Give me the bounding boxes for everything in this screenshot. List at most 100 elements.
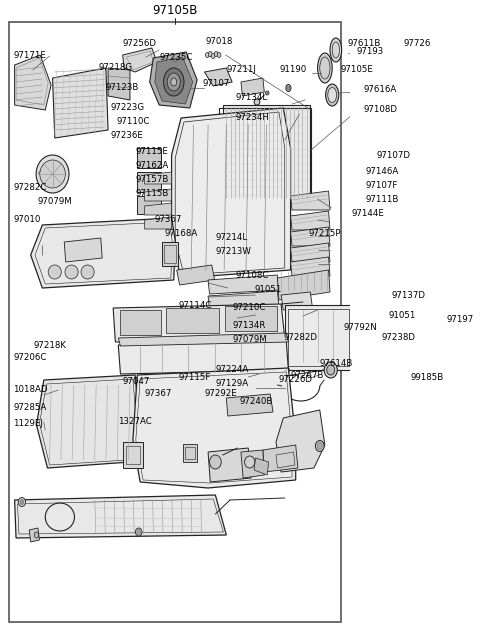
Ellipse shape (208, 51, 212, 56)
Text: 97171E: 97171E (13, 51, 46, 60)
Text: 91190: 91190 (280, 65, 307, 74)
Text: 1129EJ: 1129EJ (13, 419, 43, 428)
Ellipse shape (245, 456, 255, 468)
Polygon shape (144, 172, 171, 184)
Bar (137, 196, 161, 214)
Text: 97218G: 97218G (98, 64, 132, 73)
Bar (285, 305, 352, 370)
Polygon shape (208, 291, 279, 310)
Text: 97107F: 97107F (365, 182, 397, 191)
Polygon shape (241, 450, 264, 478)
Bar (288, 309, 349, 366)
Polygon shape (177, 265, 215, 285)
Bar (137, 172, 161, 192)
Text: 97616A: 97616A (363, 85, 397, 94)
Ellipse shape (164, 68, 184, 96)
Polygon shape (144, 203, 171, 215)
Polygon shape (31, 218, 175, 288)
Polygon shape (144, 217, 171, 229)
Ellipse shape (280, 365, 289, 375)
Polygon shape (118, 340, 288, 374)
Ellipse shape (18, 498, 25, 507)
Ellipse shape (217, 53, 221, 58)
Polygon shape (204, 68, 232, 86)
Text: 97282D: 97282D (283, 333, 317, 342)
Text: 97267B: 97267B (290, 370, 324, 379)
Polygon shape (221, 122, 225, 198)
Polygon shape (53, 68, 108, 138)
Text: 97215P: 97215P (308, 229, 341, 238)
Text: 97108D: 97108D (363, 105, 397, 114)
Text: 97235C: 97235C (160, 53, 193, 62)
Ellipse shape (287, 86, 290, 90)
Text: 97210C: 97210C (232, 304, 265, 313)
Text: 97105E: 97105E (340, 65, 373, 74)
Text: 97115E: 97115E (135, 148, 168, 157)
Text: 97226D: 97226D (279, 376, 313, 385)
Ellipse shape (325, 84, 339, 106)
Text: 97213W: 97213W (216, 248, 251, 257)
Polygon shape (123, 48, 157, 72)
Bar (137, 148, 161, 168)
Polygon shape (264, 372, 285, 387)
Polygon shape (14, 495, 227, 538)
Ellipse shape (205, 53, 209, 58)
Polygon shape (118, 333, 288, 346)
Polygon shape (36, 375, 143, 468)
Ellipse shape (40, 160, 65, 188)
Text: 97107: 97107 (203, 80, 230, 89)
Ellipse shape (167, 73, 180, 91)
Text: 97292E: 97292E (204, 390, 237, 399)
Polygon shape (133, 368, 296, 488)
Text: 97018: 97018 (206, 37, 233, 46)
Ellipse shape (137, 530, 141, 535)
Text: 97240B: 97240B (240, 397, 273, 406)
Text: 97114C: 97114C (179, 302, 212, 311)
Text: 97168A: 97168A (164, 229, 198, 238)
Polygon shape (155, 57, 193, 104)
Text: 1327AC: 1327AC (118, 417, 152, 426)
Bar (223, 105, 310, 200)
Ellipse shape (171, 78, 177, 86)
Polygon shape (290, 191, 330, 210)
Text: 1018AD: 1018AD (13, 385, 48, 394)
Polygon shape (113, 304, 285, 342)
Text: 97137D: 97137D (391, 290, 425, 300)
Text: 97282C: 97282C (13, 184, 47, 193)
Text: 97047: 97047 (123, 377, 150, 386)
Bar (167, 308, 219, 333)
Text: 97236E: 97236E (111, 132, 144, 141)
Text: 97218K: 97218K (34, 340, 67, 349)
Text: 97792N: 97792N (343, 322, 377, 331)
Ellipse shape (282, 367, 288, 373)
Polygon shape (290, 257, 330, 276)
Text: 99185B: 99185B (410, 374, 444, 383)
Ellipse shape (265, 91, 269, 95)
Text: 97367: 97367 (155, 216, 182, 225)
Bar (182, 444, 197, 462)
Polygon shape (210, 128, 227, 205)
Text: 97110C: 97110C (117, 117, 150, 126)
Text: 97144E: 97144E (352, 209, 385, 218)
Text: 97234H: 97234H (235, 114, 269, 123)
Text: 97614B: 97614B (320, 360, 353, 369)
Ellipse shape (298, 315, 303, 321)
Ellipse shape (324, 362, 337, 378)
Text: 97162A: 97162A (135, 162, 168, 171)
Ellipse shape (135, 528, 142, 536)
Ellipse shape (214, 51, 218, 56)
Polygon shape (64, 238, 102, 262)
Bar (120, 310, 161, 335)
Text: 97079M: 97079M (232, 336, 267, 345)
Polygon shape (150, 52, 197, 108)
Ellipse shape (65, 265, 78, 279)
Polygon shape (254, 458, 269, 475)
Text: 91051: 91051 (388, 311, 416, 320)
Text: 97206C: 97206C (13, 354, 47, 363)
Text: 97146A: 97146A (365, 168, 398, 177)
Polygon shape (277, 270, 330, 300)
Text: 97285A: 97285A (13, 404, 47, 413)
Ellipse shape (286, 85, 291, 92)
Polygon shape (241, 78, 264, 96)
Text: 97010: 97010 (13, 216, 40, 225)
